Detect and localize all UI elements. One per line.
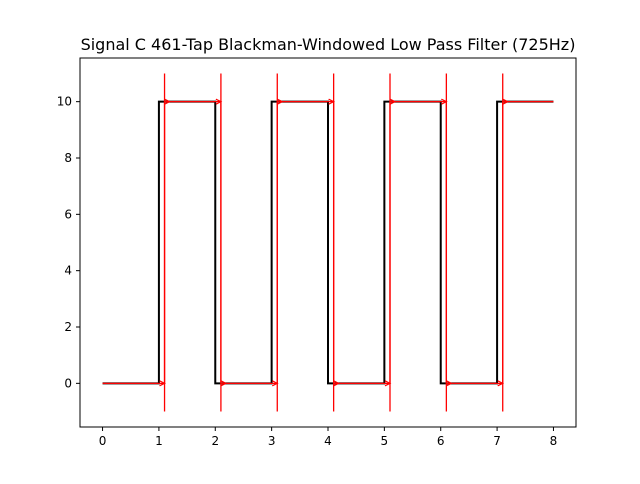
transition-caret-1-2 [164,98,171,105]
x-tick-label: 2 [211,434,219,448]
transition-caret-4-1 [328,98,335,105]
transition-caret-5-2 [389,98,397,105]
transition-caret-2-2 [220,380,228,387]
y-tick-label: 8 [64,151,72,165]
transition-caret-4-2 [333,380,340,387]
series-layer [102,73,554,412]
transition-caret-1-1 [159,380,166,387]
transition-caret-5-1 [384,380,392,387]
chart-title: Signal C 461-Tap Blackman-Windowed Low P… [81,35,576,54]
y-tick-label: 10 [57,95,72,109]
transition-caret-2-1 [215,98,223,105]
x-tick-label: 1 [155,434,163,448]
x-axis: 0 1 2 3 4 5 6 7 8 [99,427,558,448]
y-tick-label: 2 [64,320,72,334]
transition-caret-7-2 [502,98,510,105]
x-tick-label: 0 [99,434,107,448]
x-tick-label: 6 [437,434,445,448]
x-tick-label: 3 [268,434,276,448]
transition-caret-3-2 [277,98,284,105]
y-tick-label: 6 [64,207,72,221]
x-tick-label: 5 [381,434,389,448]
transition-caret-6-2 [446,380,453,387]
y-axis: 0 2 4 6 8 10 [57,95,80,390]
series-line-1 [102,100,554,385]
x-tick-label: 8 [550,434,558,448]
x-tick-label: 7 [493,434,501,448]
x-tick-label: 4 [324,434,332,448]
y-tick-label: 4 [64,264,72,278]
transition-caret-7-1 [497,380,505,387]
transition-caret-3-1 [272,380,279,387]
y-tick-label: 0 [64,376,72,390]
transition-caret-6-1 [441,98,448,105]
